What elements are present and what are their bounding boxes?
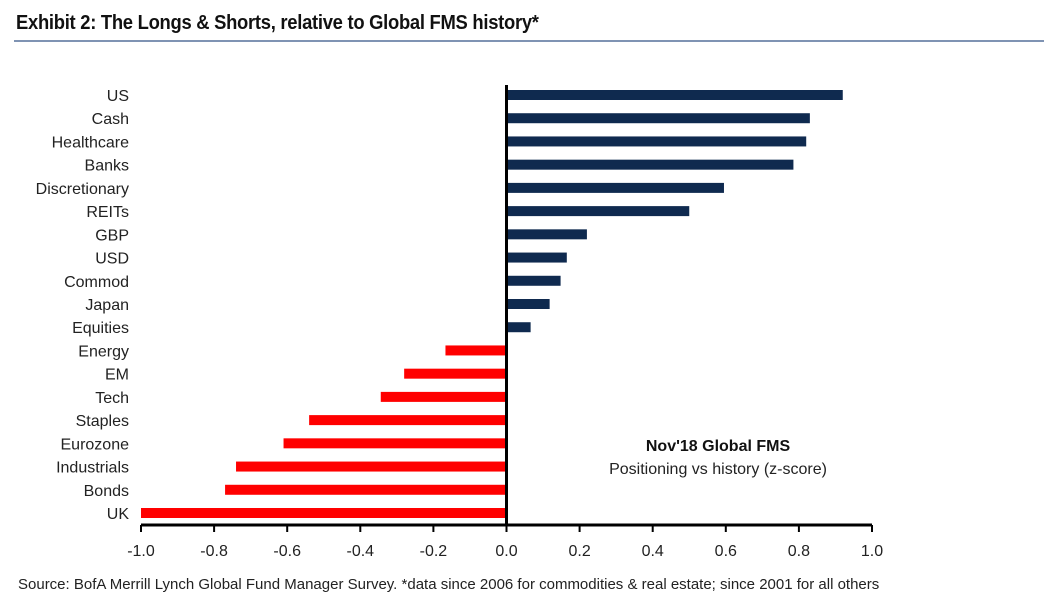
- category-label: Staples: [76, 413, 129, 430]
- category-label: Cash: [92, 111, 129, 128]
- bar-em: [404, 368, 507, 379]
- x-tick-label: -0.6: [273, 543, 301, 560]
- category-label: Industrials: [56, 460, 129, 477]
- category-label: Discretionary: [36, 181, 129, 198]
- bar-discretionary: [506, 182, 724, 193]
- bar-equities: [506, 322, 531, 333]
- bar-healthcare: [506, 136, 807, 147]
- category-label: US: [107, 88, 129, 105]
- chart-title: Exhibit 2: The Longs & Shorts, relative …: [16, 12, 539, 34]
- bar-tech: [380, 391, 507, 402]
- title-underline: [14, 40, 1044, 42]
- category-label: UK: [107, 506, 130, 523]
- category-label: Bonds: [84, 483, 129, 500]
- x-tick-label: -0.2: [420, 543, 448, 560]
- source-note: Source: BofA Merrill Lynch Global Fund M…: [18, 576, 880, 593]
- x-tick-label: 1.0: [861, 543, 883, 560]
- category-label: Commod: [64, 274, 129, 291]
- category-label: Eurozone: [61, 436, 130, 453]
- bar-commod: [506, 275, 561, 286]
- x-tick-label: 0.0: [495, 543, 517, 560]
- x-tick-label: -0.4: [347, 543, 375, 560]
- category-label: Japan: [85, 297, 129, 314]
- category-label: Tech: [95, 390, 129, 407]
- bar-industrials: [236, 461, 507, 472]
- bar-eurozone: [283, 438, 507, 449]
- x-tick-label: 0.2: [568, 543, 590, 560]
- bar-cash: [506, 113, 810, 124]
- category-label: EM: [105, 367, 129, 384]
- bar-gbp: [506, 229, 587, 240]
- bar-uk: [141, 508, 507, 518]
- bar-us: [506, 90, 843, 100]
- x-tick-label: 0.4: [642, 543, 664, 560]
- category-label: USD: [95, 251, 129, 268]
- bar-energy: [445, 345, 507, 356]
- x-tick-label: -0.8: [200, 543, 228, 560]
- category-label: Equities: [72, 320, 129, 337]
- category-label: Energy: [78, 343, 129, 360]
- category-label: Banks: [85, 158, 129, 175]
- category-label: GBP: [95, 227, 129, 244]
- bar-staples: [309, 415, 507, 426]
- category-label: Healthcare: [52, 134, 129, 151]
- bar-usd: [506, 252, 567, 263]
- bar-banks: [506, 159, 794, 170]
- bar-bonds: [225, 484, 507, 495]
- x-tick-label: -1.0: [127, 543, 155, 560]
- bar-chart: US Cash Healthcare Banks Discretionary REITs G…: [36, 85, 883, 560]
- x-tick-label: 0.6: [715, 543, 737, 560]
- x-tick-label: 0.8: [788, 543, 810, 560]
- annotation-subtitle: Positioning vs history (z-score): [609, 461, 827, 478]
- bar-japan: [506, 299, 550, 309]
- category-label: REITs: [86, 204, 129, 221]
- annotation-title: Nov'18 Global FMS: [646, 438, 791, 455]
- bar-reits: [506, 206, 690, 217]
